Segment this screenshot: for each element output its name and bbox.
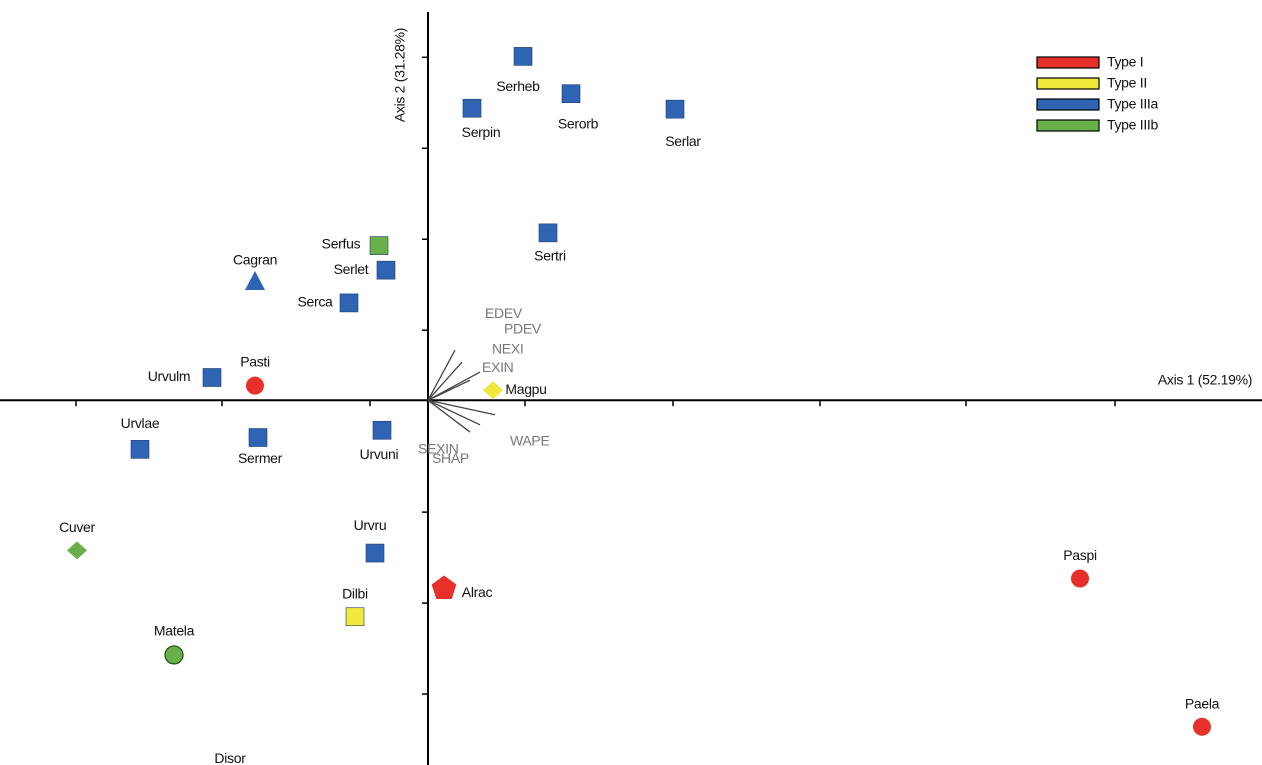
vector-label: NEXI <box>492 341 523 357</box>
point-label: Paela <box>1185 695 1220 711</box>
point <box>365 543 385 563</box>
point <box>376 260 396 280</box>
legend-swatch <box>1036 77 1100 90</box>
vector-label: PDEV <box>504 321 542 337</box>
point-label: Urvuni <box>360 446 399 462</box>
point-label: Serlar <box>665 133 701 149</box>
point-label: Cagran <box>233 252 277 268</box>
loading-vector <box>427 379 471 401</box>
point <box>561 84 581 103</box>
legend-label: Type II <box>1107 75 1147 91</box>
legend-label: Type IIIb <box>1107 117 1159 133</box>
point <box>164 645 184 665</box>
loading-vector <box>427 399 496 416</box>
vector-label: WAPE <box>510 432 550 448</box>
point <box>202 368 222 387</box>
loading-vector <box>427 349 456 401</box>
point <box>67 541 87 560</box>
point <box>369 236 389 255</box>
loading-vector <box>427 399 481 426</box>
point <box>130 440 150 459</box>
vector-label: SHAP <box>432 450 469 466</box>
loading-vector <box>427 399 471 433</box>
point-label: Sertri <box>534 248 566 264</box>
legend-swatch <box>1036 98 1100 111</box>
point-label: Urvlae <box>121 415 160 431</box>
vector-label: EXIN <box>482 359 513 375</box>
point-label: Urvulm <box>148 368 191 384</box>
y-axis-label: Axis 2 (31.28%) <box>392 28 408 122</box>
point <box>246 376 264 395</box>
point <box>345 607 365 627</box>
point-label: Serheb <box>496 78 540 94</box>
point-label: Sermer <box>238 450 283 466</box>
vector-label: SEXIN <box>418 441 459 457</box>
point-label: Magpu <box>505 381 546 397</box>
point <box>462 98 482 118</box>
point <box>431 575 457 600</box>
point-label: Serca <box>297 294 333 310</box>
point <box>483 381 503 400</box>
legend-swatch <box>1036 119 1100 132</box>
legend-swatch <box>1036 56 1100 69</box>
point-label: Alrac <box>462 584 493 600</box>
point-label: Urvru <box>354 517 387 533</box>
point-label: Paspi <box>1063 547 1097 563</box>
legend-label: Type I <box>1107 54 1143 70</box>
point-label: Dilbi <box>342 585 368 601</box>
loading-vector <box>427 361 463 401</box>
point-label: Cuver <box>59 519 95 535</box>
point <box>339 293 359 313</box>
point-label: Disor <box>214 750 246 765</box>
point <box>372 420 392 440</box>
legend-label: Type IIIa <box>1107 96 1159 112</box>
point <box>245 270 265 290</box>
point <box>665 99 685 119</box>
x-axis-label: Axis 1 (52.19%) <box>1158 372 1252 388</box>
point-label: Matela <box>154 623 195 639</box>
point-label: Serlet <box>334 261 369 277</box>
point-label: Pasti <box>240 353 270 369</box>
point-label: Serfus <box>322 235 361 251</box>
point <box>248 428 268 447</box>
point <box>538 223 558 243</box>
point <box>513 47 533 66</box>
point <box>1193 717 1211 736</box>
point-label: Serpin <box>462 124 501 140</box>
point <box>1071 569 1089 588</box>
vector-label: EDEV <box>485 305 523 321</box>
point-label: Serorb <box>558 115 599 131</box>
